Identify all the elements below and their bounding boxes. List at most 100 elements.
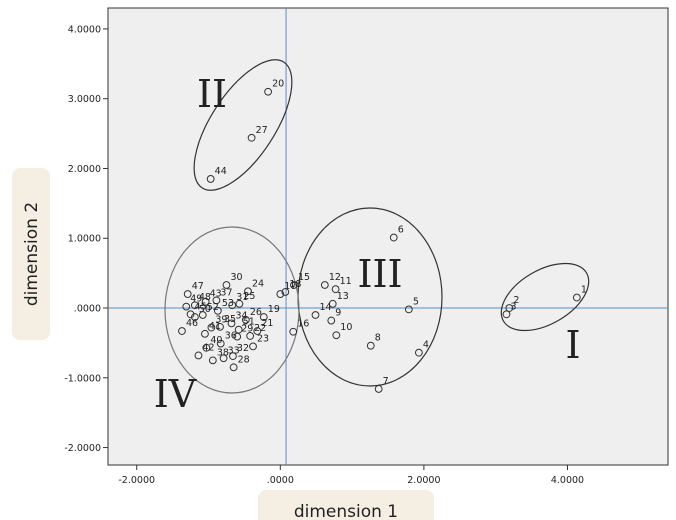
point-label-50: 50	[199, 304, 211, 315]
y-tick-label: 4.0000	[68, 24, 101, 35]
point-25	[235, 299, 244, 308]
point-label-16: 16	[297, 319, 309, 330]
point-42	[194, 351, 203, 360]
point-48	[190, 301, 199, 310]
point-43	[201, 297, 210, 306]
point-35	[216, 322, 224, 331]
point-label-51: 51	[243, 317, 255, 328]
point-label-9: 9	[335, 308, 341, 319]
point-label-25: 25	[243, 291, 255, 302]
y-axis: -2.0000 -1.0000 .0000 1.0000 2.0000 3.0000 4.0…	[64, 24, 108, 454]
point-label-33: 33	[228, 345, 240, 356]
point-label-34: 34	[235, 310, 247, 321]
y-axis-title-bg	[12, 168, 50, 340]
point-20	[264, 87, 273, 96]
point-label-18: 18	[289, 279, 301, 290]
cluster-ellipse-II	[193, 59, 293, 191]
point-label-3: 3	[510, 301, 516, 312]
point-label-41: 41	[209, 321, 221, 332]
point-label-19: 19	[268, 304, 280, 315]
point-label-22: 22	[254, 323, 266, 334]
point-3	[502, 310, 511, 319]
point-39	[207, 323, 216, 332]
x-tick-label: -2.0000	[118, 475, 155, 486]
y-tick-label: .0000	[74, 304, 101, 315]
point-6	[389, 233, 398, 242]
point-51	[234, 325, 243, 334]
point-label-27: 27	[256, 125, 268, 136]
point-41	[201, 329, 209, 338]
point-label-17: 17	[284, 281, 296, 292]
point-40	[202, 343, 211, 352]
point-label-4: 4	[423, 340, 429, 351]
point-10	[332, 331, 341, 340]
point-44	[206, 175, 215, 183]
point-46	[178, 327, 186, 335]
point-label-49: 49	[190, 294, 202, 305]
point-9	[327, 316, 336, 325]
point-30	[222, 281, 231, 289]
point-label-43: 43	[210, 289, 222, 300]
point-21	[253, 327, 262, 335]
point-32	[229, 352, 237, 361]
point-53	[213, 306, 222, 315]
point-label-26: 26	[250, 307, 262, 318]
point-4	[414, 348, 423, 357]
point-label-20: 20	[272, 79, 284, 90]
point-23	[249, 342, 257, 351]
point-17	[276, 290, 285, 298]
point-7	[374, 385, 383, 393]
point-50	[190, 313, 199, 321]
y-tick-label: -2.0000	[64, 443, 101, 454]
x-axis-title-bg	[258, 490, 434, 520]
cluster-ellipse-I	[500, 262, 590, 332]
x-axis-title: dimension 1	[294, 502, 398, 520]
point-label-53: 53	[222, 298, 234, 309]
y-tick-label: 1.0000	[68, 234, 101, 245]
point-label-7: 7	[383, 376, 389, 387]
point-label-12: 12	[329, 272, 341, 283]
data-points: 1235647891011121314151617182027441921222…	[178, 79, 587, 393]
y-tick-label: -1.0000	[64, 373, 101, 384]
y-tick-label: 3.0000	[68, 94, 101, 105]
point-label-52: 52	[207, 302, 219, 313]
cluster-label-I: I	[565, 323, 580, 367]
point-label-45: 45	[195, 301, 207, 312]
point-label-38: 38	[217, 347, 229, 358]
point-label-48: 48	[199, 292, 211, 303]
point-26	[241, 315, 250, 324]
point-18	[281, 288, 290, 296]
point-27	[247, 133, 256, 142]
x-tick-label: 4.0000	[551, 475, 584, 486]
point-label-5: 5	[413, 296, 419, 307]
point-label-23: 23	[257, 333, 269, 344]
point-37	[212, 296, 221, 305]
point-11	[331, 285, 340, 294]
point-label-36: 36	[225, 331, 237, 342]
point-label-32: 32	[237, 343, 249, 354]
cluster-ellipse-IV	[164, 226, 300, 394]
point-label-29: 29	[241, 324, 253, 335]
point-label-47: 47	[192, 281, 204, 292]
point-13	[328, 299, 337, 308]
point-label-44: 44	[215, 166, 227, 177]
point-19	[259, 313, 268, 321]
point-label-40: 40	[210, 335, 222, 346]
point-12	[320, 281, 329, 289]
point-36	[216, 339, 225, 348]
point-52	[198, 311, 207, 319]
point-38	[208, 356, 217, 365]
point-15	[290, 281, 298, 289]
point-33	[219, 354, 228, 363]
point-16	[289, 327, 298, 336]
point-label-39: 39	[215, 315, 227, 326]
point-label-8: 8	[375, 333, 381, 344]
cluster-label-III: III	[357, 252, 402, 296]
point-24	[244, 287, 252, 296]
point-label-14: 14	[319, 302, 331, 313]
point-8	[366, 341, 375, 350]
point-1	[572, 293, 581, 302]
x-tick-label: .0000	[267, 475, 294, 486]
